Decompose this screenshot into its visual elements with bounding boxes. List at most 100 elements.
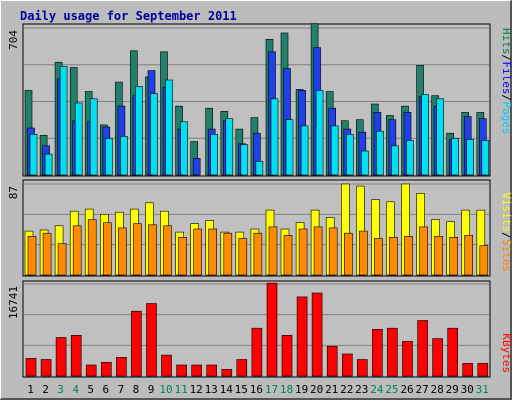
- legend-separator: /: [500, 94, 512, 101]
- x-tick-label-day-24: 24: [370, 383, 384, 396]
- bar-kbytes-day-18: [281, 334, 293, 377]
- bar-files-day-12: [192, 158, 201, 176]
- x-tick-label-day-8: 8: [133, 383, 140, 396]
- bar-kbytes-day-15: [236, 359, 248, 377]
- legend-separator: /: [500, 232, 512, 239]
- bar-pages-day-18: [285, 119, 294, 176]
- x-tick-label-day-18: 18: [280, 383, 293, 396]
- x-tick-label-day-10: 10: [159, 383, 172, 396]
- bar-sites-day-7: [118, 227, 127, 276]
- bar-kbytes-day-4: [70, 334, 82, 377]
- legend-pages: Pages: [500, 101, 512, 134]
- bar-kbytes-day-10: [161, 354, 172, 377]
- bar-kbytes-day-7: [116, 356, 127, 377]
- bar-kbytes-day-2: [40, 359, 52, 377]
- bar-sites-day-23: [358, 230, 368, 276]
- x-tick-label-day-6: 6: [102, 383, 109, 396]
- x-tick-label-day-16: 16: [250, 383, 263, 396]
- y-max-label: 16741: [7, 286, 20, 319]
- bar-sites-day-31: [479, 245, 489, 276]
- bar-sites-day-30: [464, 235, 474, 276]
- bar-kbytes-day-16: [251, 327, 263, 377]
- bar-kbytes-day-22: [341, 353, 353, 377]
- bar-pages-day-31: [481, 140, 490, 176]
- bar-kbytes-day-28: [432, 338, 443, 377]
- bar-pages-day-11: [180, 121, 188, 176]
- bar-sites-day-25: [389, 237, 398, 276]
- bar-pages-day-22: [345, 134, 354, 176]
- bar-pages-day-8: [135, 86, 143, 176]
- bar-pages-day-3: [59, 66, 68, 176]
- legend-visits: Visits: [500, 192, 512, 232]
- bar-pages-day-7: [120, 136, 128, 176]
- bar-pages-day-29: [451, 138, 460, 176]
- legend-files: Files: [500, 61, 512, 94]
- x-tick-label-day-3: 3: [57, 383, 64, 396]
- bar-sites-day-3: [57, 243, 67, 276]
- chart-title: Daily usage for September 2011: [20, 9, 237, 23]
- x-tick-label-day-21: 21: [325, 383, 338, 396]
- bar-sites-day-8: [133, 223, 142, 276]
- bar-sites-day-19: [298, 228, 308, 276]
- legend-hits: Hits: [500, 28, 512, 55]
- bar-kbytes-day-8: [131, 310, 142, 377]
- bar-kbytes-day-5: [85, 364, 97, 377]
- y-axis-max-labels: 704 87 16741: [7, 30, 20, 319]
- bar-sites-day-5: [87, 219, 97, 276]
- bar-pages-day-15: [240, 144, 249, 176]
- bar-kbytes-day-9: [146, 303, 157, 377]
- x-tick-label-day-23: 23: [355, 383, 368, 396]
- bar-kbytes-day-3: [55, 337, 67, 377]
- bar-kbytes-day-27: [417, 320, 428, 377]
- bar-sites-day-1: [27, 236, 37, 276]
- bar-sites-day-16: [253, 232, 263, 276]
- bar-sites-day-15: [238, 238, 248, 276]
- bar-pages-day-27: [421, 94, 429, 176]
- bar-sites-day-20: [313, 226, 323, 276]
- x-tick-label-day-28: 28: [430, 383, 443, 396]
- bar-sites-day-22: [343, 232, 353, 276]
- bar-sites-day-2: [42, 232, 52, 276]
- bar-sites-day-17: [268, 226, 278, 276]
- bar-sites-day-13: [208, 228, 217, 276]
- bar-kbytes-day-1: [25, 358, 37, 377]
- bar-kbytes-day-12: [191, 364, 202, 377]
- bar-pages-day-4: [74, 102, 83, 176]
- x-tick-label-day-11: 11: [174, 383, 187, 396]
- x-tick-label-day-19: 19: [295, 383, 308, 396]
- bar-sites-day-21: [328, 227, 338, 276]
- bar-kbytes-day-26: [402, 341, 413, 377]
- x-tick-label-day-4: 4: [72, 383, 79, 396]
- bar-pages-day-6: [105, 138, 113, 176]
- bar-sites-day-28: [434, 236, 443, 276]
- bar-sites-day-6: [103, 222, 112, 276]
- bar-pages-day-24: [376, 130, 384, 176]
- bar-pages-day-16: [255, 161, 264, 176]
- bar-pages-day-5: [89, 98, 98, 176]
- bar-sites-day-18: [283, 235, 293, 276]
- bar-kbytes-day-13: [206, 364, 217, 377]
- bar-sites-day-26: [404, 236, 413, 276]
- bar-pages-day-13: [210, 134, 218, 176]
- bar-pages-day-26: [406, 140, 414, 176]
- bar-kbytes-day-6: [101, 361, 112, 377]
- x-tick-label-day-15: 15: [235, 383, 248, 396]
- bar-kbytes-day-17: [266, 282, 278, 377]
- bar-pages-day-30: [466, 139, 475, 176]
- legend-kbytes: KBytes: [500, 333, 512, 373]
- x-tick-label-day-22: 22: [340, 383, 353, 396]
- bar-kbytes-day-29: [447, 327, 459, 377]
- x-tick-label-day-2: 2: [42, 383, 49, 396]
- x-tick-label-day-13: 13: [205, 383, 218, 396]
- bar-sites-day-29: [449, 237, 459, 276]
- bar-kbytes-day-30: [462, 363, 474, 377]
- x-tick-label-day-26: 26: [400, 383, 413, 396]
- bar-pages-day-10: [165, 79, 173, 176]
- bar-pages-day-21: [330, 125, 339, 176]
- bar-pages-day-23: [360, 150, 369, 176]
- bar-pages-day-14: [225, 118, 234, 176]
- bars: [24, 23, 490, 377]
